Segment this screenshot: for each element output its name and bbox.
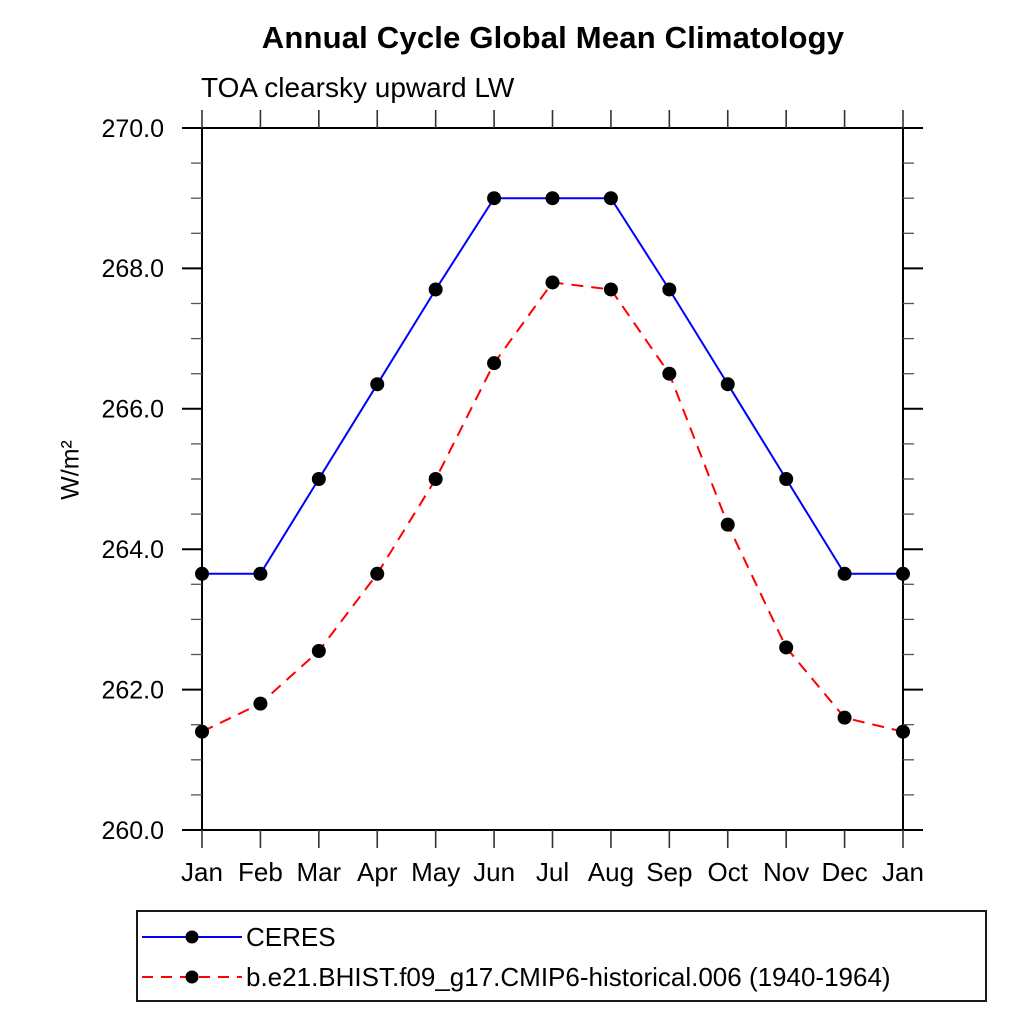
legend-item-model: b.e21.BHIST.f09_g17.CMIP6-historical.006… <box>142 957 891 997</box>
legend-sample-dashed-line <box>142 969 242 985</box>
legend-marker-dot-icon <box>185 930 199 944</box>
x-tick-label: Apr <box>357 857 398 887</box>
data-point-marker <box>428 472 443 486</box>
chart-title: Annual Cycle Global Mean Climatology <box>261 20 845 55</box>
x-tick-label: Jan <box>882 857 924 887</box>
y-tick-label: 268.0 <box>101 255 164 283</box>
data-point-marker <box>779 472 794 486</box>
series-line-1 <box>201 281 904 733</box>
legend-marker-dot-icon <box>185 970 199 984</box>
x-tick-label: Jan <box>181 857 223 887</box>
legend-box: CERES b.e21.BHIST.f09_g17.CMIP6-historic… <box>136 910 987 1002</box>
data-point-marker <box>779 640 794 655</box>
data-point-marker <box>545 275 560 290</box>
y-tick-label: 264.0 <box>101 536 164 564</box>
data-point-marker <box>603 282 618 297</box>
legend-sample-solid-line <box>142 929 242 945</box>
data-point-marker <box>662 282 677 297</box>
x-tick-label: Aug <box>588 857 634 887</box>
y-tick-label: 260.0 <box>101 817 164 845</box>
data-point-marker <box>428 282 443 297</box>
data-point-marker <box>545 191 560 206</box>
legend-label: b.e21.BHIST.f09_g17.CMIP6-historical.006… <box>246 961 891 992</box>
x-tick-label: Jun <box>473 857 515 887</box>
data-point-marker <box>837 566 852 581</box>
data-point-marker <box>896 566 910 581</box>
plot-frame <box>201 127 904 831</box>
series-markers-0 <box>195 191 910 581</box>
y-tick-label: 270.0 <box>101 115 164 143</box>
x-axis-ticks <box>201 110 904 848</box>
series-line-0 <box>202 197 903 575</box>
y-axis-minor-ticks <box>191 162 914 796</box>
data-point-marker <box>837 710 852 725</box>
data-point-marker <box>487 356 502 371</box>
x-tick-label: Feb <box>238 857 283 887</box>
data-point-marker <box>195 566 209 581</box>
legend-label: CERES <box>246 921 336 952</box>
data-point-marker <box>487 191 502 206</box>
data-point-marker <box>896 724 910 739</box>
x-tick-label: May <box>411 857 460 887</box>
y-axis-tick-labels: 260.0 262.0 264.0 266.0 268.0 270.0 <box>101 115 164 845</box>
legend-item-ceres: CERES <box>142 917 336 957</box>
series-markers-1 <box>195 275 910 739</box>
x-tick-label: Oct <box>708 857 749 887</box>
chart-subtitle: TOA clearsky upward LW <box>201 72 515 103</box>
x-tick-label: Mar <box>296 857 341 887</box>
y-tick-label: 266.0 <box>101 396 164 424</box>
data-point-marker <box>311 472 326 486</box>
data-point-marker <box>253 696 268 711</box>
y-tick-label: 262.0 <box>101 676 164 704</box>
data-point-marker <box>370 377 385 392</box>
x-tick-label: Jul <box>536 857 569 887</box>
x-tick-label: Nov <box>763 857 809 887</box>
data-point-marker <box>311 643 326 658</box>
data-point-marker <box>720 517 735 532</box>
data-point-marker <box>603 191 618 206</box>
data-point-marker <box>195 724 209 739</box>
data-point-marker <box>720 377 735 392</box>
x-axis-tick-labels: Jan Feb Mar Apr May Jun Jul Aug Sep Oct Nov Dec Jan <box>181 857 924 887</box>
data-point-marker <box>253 566 268 581</box>
data-point-marker <box>662 366 677 381</box>
y-axis-major-ticks <box>182 127 923 831</box>
x-tick-label: Sep <box>646 857 692 887</box>
data-point-marker <box>370 566 385 581</box>
x-tick-label: Dec <box>821 857 867 887</box>
